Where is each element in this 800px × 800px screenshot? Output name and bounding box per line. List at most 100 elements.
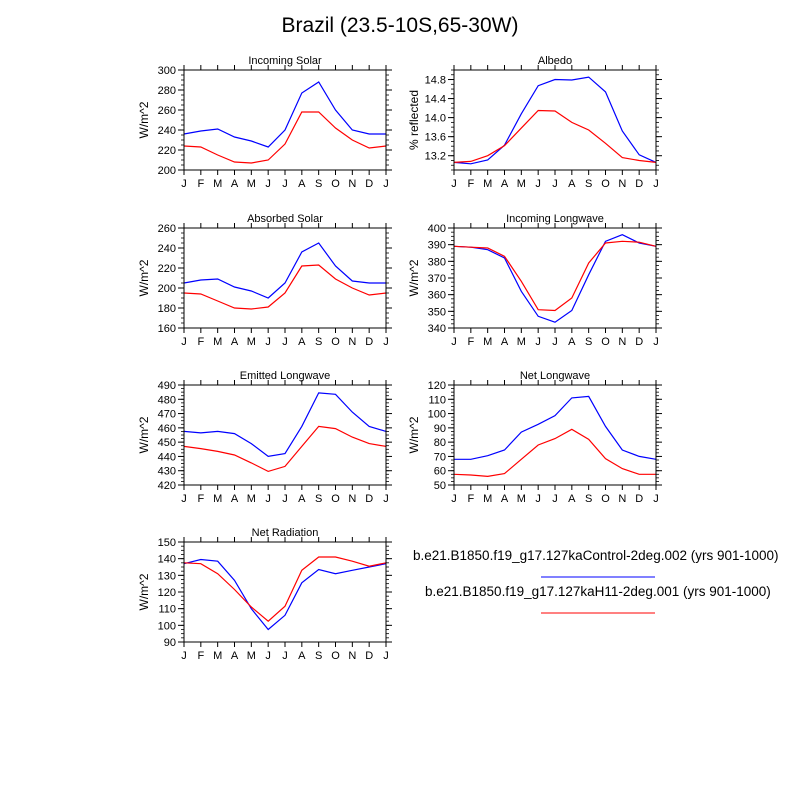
y-tick-label: 440 (158, 451, 176, 463)
x-tick-label: N (618, 336, 626, 348)
plot-frame (453, 227, 657, 329)
x-tick-label: N (348, 178, 356, 190)
x-tick-label: O (331, 650, 340, 662)
y-axis-label: % reflected (407, 90, 421, 150)
y-tick-label: 340 (428, 323, 446, 335)
x-tick-label: A (568, 178, 576, 190)
y-tick-label: 120 (158, 587, 176, 599)
y-tick-label: 14.0 (425, 113, 446, 125)
x-tick-label: J (383, 178, 389, 190)
y-axis-label: W/m^2 (407, 259, 421, 296)
plot-frame (183, 227, 387, 329)
y-tick-label: 260 (158, 223, 176, 235)
y-tick-label: 130 (158, 570, 176, 582)
y-tick-label: 420 (158, 480, 176, 492)
y-tick-label: 50 (434, 480, 446, 492)
y-axis-label: W/m^2 (137, 573, 151, 610)
x-tick-label: A (231, 178, 239, 190)
series-control-line (183, 392, 387, 458)
x-tick-label: F (197, 336, 204, 348)
plot-frame (453, 69, 657, 171)
y-tick-label: 100 (158, 620, 176, 632)
series-control-line (183, 558, 387, 631)
x-tick-label: D (365, 178, 373, 190)
y-tick-label: 90 (164, 637, 176, 649)
series-control-line (183, 242, 386, 299)
x-tick-label: F (197, 650, 204, 662)
x-tick-label: J (552, 178, 558, 190)
x-tick-label: M (213, 650, 222, 662)
x-tick-label: J (383, 493, 389, 505)
y-tick-label: 80 (434, 437, 446, 449)
x-tick-label: J (383, 650, 389, 662)
y-tick-label: 13.2 (425, 151, 446, 163)
series-control-line (453, 234, 657, 323)
y-tick-label: 200 (158, 283, 176, 295)
x-tick-label: F (467, 336, 474, 348)
x-tick-label: J (552, 493, 558, 505)
x-tick-label: J (653, 493, 659, 505)
y-tick-label: 400 (428, 223, 446, 235)
y-axis-label: W/m^2 (137, 416, 151, 453)
y-axis-label: W/m^2 (137, 101, 151, 138)
y-axis-label: W/m^2 (137, 259, 151, 296)
x-tick-label: J (282, 336, 288, 348)
figure-title: Brazil (23.5-10S,65-30W) (281, 14, 519, 37)
x-tick-label: J (265, 493, 271, 505)
x-tick-label: M (483, 493, 492, 505)
x-tick-label: S (315, 493, 322, 505)
x-tick-label: A (501, 336, 509, 348)
x-tick-label: O (601, 178, 610, 190)
series-h11-line (183, 264, 387, 310)
y-tick-label: 280 (158, 85, 176, 97)
x-tick-label: A (298, 336, 306, 348)
x-tick-label: A (298, 493, 306, 505)
x-tick-label: J (265, 178, 271, 190)
x-tick-label: J (451, 493, 457, 505)
x-tick-label: M (247, 650, 256, 662)
x-tick-label: A (298, 178, 306, 190)
series-h11-line (183, 556, 387, 622)
x-tick-label: O (331, 336, 340, 348)
y-tick-label: 350 (428, 306, 446, 318)
y-tick-label: 70 (434, 451, 446, 463)
series-h11-line (183, 425, 387, 473)
x-tick-label: J (181, 178, 187, 190)
x-tick-label: J (383, 336, 389, 348)
panel-title: Incoming Solar (248, 55, 322, 67)
x-tick-label: J (265, 650, 271, 662)
series-h11-line (453, 109, 657, 163)
y-tick-label: 240 (158, 125, 176, 137)
y-tick-label: 13.6 (425, 132, 446, 144)
x-tick-label: M (517, 336, 526, 348)
x-tick-label: S (585, 336, 592, 348)
y-tick-label: 300 (158, 65, 176, 77)
x-tick-label: F (197, 493, 204, 505)
y-tick-label: 180 (158, 303, 176, 315)
x-tick-label: M (247, 336, 256, 348)
x-tick-label: J (535, 178, 541, 190)
x-tick-label: S (315, 650, 322, 662)
y-tick-label: 150 (158, 537, 176, 549)
legend-label-h11: b.e21.B1850.f19_g17.127kaH11-2deg.001 (y… (425, 584, 771, 599)
y-tick-label: 370 (428, 273, 446, 285)
y-tick-label: 220 (158, 263, 176, 275)
x-tick-label: D (635, 336, 643, 348)
x-tick-label: D (635, 493, 643, 505)
plot-frame (183, 541, 387, 643)
x-tick-label: M (213, 493, 222, 505)
y-axis-label: W/m^2 (407, 416, 421, 453)
x-tick-label: J (451, 178, 457, 190)
x-tick-label: A (231, 336, 239, 348)
x-tick-label: J (181, 336, 187, 348)
x-tick-label: A (231, 650, 239, 662)
series-control-line (183, 81, 386, 148)
x-tick-label: J (181, 650, 187, 662)
y-tick-label: 260 (158, 105, 176, 117)
panel-title: Net Longwave (520, 370, 590, 382)
